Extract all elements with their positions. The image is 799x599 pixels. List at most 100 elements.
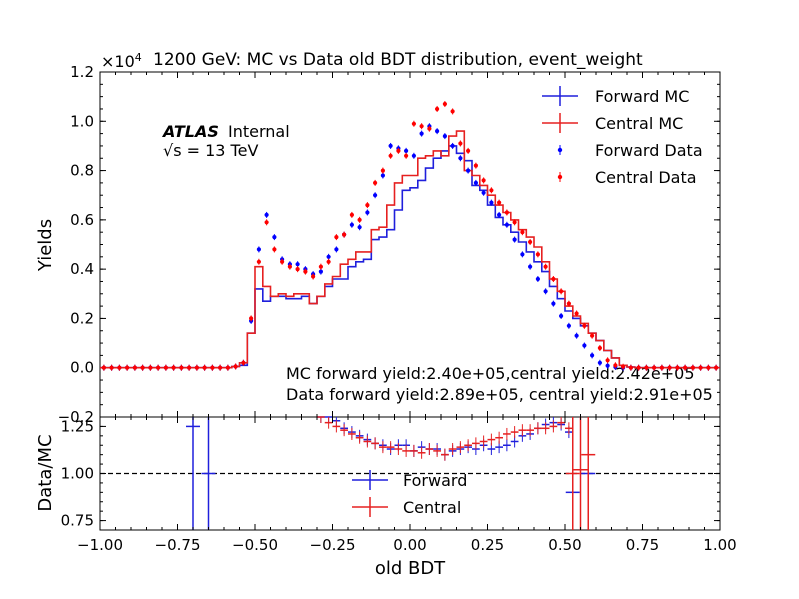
central-data-point <box>659 365 665 370</box>
forward-data-point <box>551 301 556 306</box>
central-mc-histogram <box>100 130 720 369</box>
central-data-point <box>272 247 277 252</box>
forward-data-point <box>272 235 277 240</box>
central-data-point <box>404 153 409 158</box>
main-y-tick-label: 0.4 <box>70 260 94 278</box>
central-data-point <box>535 252 541 257</box>
main-y-tick-label: 0.0 <box>70 359 94 377</box>
x-tick-label: 0.75 <box>626 536 659 554</box>
forward-data-point <box>419 131 424 136</box>
forward-data-point <box>326 254 331 259</box>
central-data-point <box>171 365 176 370</box>
x-tick-label: 1.00 <box>703 536 736 554</box>
central-data-point <box>365 203 370 208</box>
central-data-point <box>628 365 634 370</box>
central-data-point <box>349 212 354 217</box>
central-data-point <box>318 264 323 269</box>
mc-yield-annotation: MC forward yield:2.40e+05,central yield:… <box>286 364 695 383</box>
legend-central-mc: Central MC <box>595 114 683 133</box>
central-data-point <box>497 200 502 205</box>
main-plot-area <box>100 101 720 371</box>
central-data-point <box>605 358 610 363</box>
forward-data-point <box>435 129 440 134</box>
ratio-plot-area <box>100 416 720 530</box>
forward-data-point <box>411 153 416 158</box>
central-data-point <box>342 232 347 237</box>
forward-data-point <box>504 222 509 227</box>
forward-data-point <box>520 252 525 257</box>
central-data-point <box>597 345 603 351</box>
ratio-y-tick-label: 1.25 <box>61 417 94 435</box>
central-data-point <box>241 360 246 365</box>
central-data-point <box>210 365 215 370</box>
forward-data-point <box>458 156 463 161</box>
central-data-point <box>466 148 471 153</box>
ratio-y-axis-label: Data/MC <box>35 434 56 511</box>
forward-data-point <box>605 363 610 368</box>
central-data-point <box>458 141 463 146</box>
x-tick-label: 0.00 <box>393 536 426 554</box>
central-data-point <box>326 259 331 264</box>
forward-data-point <box>512 237 517 242</box>
ratio-y-tick-label: 0.75 <box>61 512 94 530</box>
central-data-point <box>450 109 455 114</box>
forward-data-point <box>566 323 572 328</box>
central-data-point <box>675 365 680 370</box>
central-data-point <box>652 365 657 370</box>
central-data-point <box>636 365 641 370</box>
x-tick-label: −1.00 <box>77 536 123 554</box>
central-data-point <box>163 365 168 370</box>
forward-data-point <box>357 225 362 230</box>
legend-forward-mc: Forward MC <box>595 87 689 106</box>
central-data-point <box>380 168 385 173</box>
main-y-tick-label: −0.2 <box>58 408 94 426</box>
central-data-point <box>442 101 447 107</box>
central-data-point <box>512 220 517 225</box>
forward-data-point <box>380 173 385 178</box>
central-data-point <box>683 365 688 370</box>
forward-data-point <box>388 143 393 148</box>
central-data-point <box>566 301 572 306</box>
central-data-point <box>473 163 478 168</box>
central-data-point <box>187 365 192 370</box>
central-data-point <box>280 259 285 264</box>
central-data-point <box>140 365 145 370</box>
x-axis-label: old BDT <box>375 558 446 579</box>
central-data-point <box>613 363 618 368</box>
central-data-point <box>357 217 362 222</box>
forward-data-point <box>373 193 378 198</box>
central-data-point <box>435 106 440 112</box>
forward-data-point <box>349 222 354 227</box>
central-data-point <box>249 316 254 321</box>
forward-data-point <box>574 333 579 338</box>
y-axis-label: Yields <box>35 219 56 272</box>
central-data-point <box>427 126 432 131</box>
central-data-point <box>411 121 416 126</box>
x-tick-label: −0.50 <box>232 536 278 554</box>
central-data-point <box>125 365 130 370</box>
data-yield-annotation: Data forward yield:2.89e+05, central yie… <box>286 385 713 404</box>
central-data-point <box>256 259 261 264</box>
central-data-point <box>504 210 509 215</box>
central-data-point <box>194 365 199 370</box>
atlas-label: ATLAS <box>161 122 219 141</box>
central-data-point <box>621 364 626 369</box>
central-data-point <box>218 365 223 370</box>
central-data-point <box>109 365 114 370</box>
central-data-point <box>582 323 587 328</box>
forward-data-point <box>528 264 533 269</box>
central-data-point <box>551 276 556 282</box>
ratio-y-tick-label: 1.00 <box>61 465 94 483</box>
chart-title: 1200 GeV: MC vs Data old BDT distributio… <box>153 50 643 70</box>
central-data-point <box>481 178 486 183</box>
central-data-point <box>132 365 137 370</box>
central-data-point <box>334 235 339 240</box>
central-data-point <box>156 365 161 370</box>
central-data-point <box>520 230 525 235</box>
forward-data-point <box>404 148 409 153</box>
axes: −0.2 0.0 0.2 0.4 0.6 0.8 1.0 1.2 −1.00 −0.75 −0.50… <box>58 63 737 554</box>
central-data-point <box>179 365 184 370</box>
central-data-point <box>644 365 649 370</box>
main-legend: Forward MC Central MC Forward Data Centr… <box>542 86 703 187</box>
central-data-point <box>706 365 711 370</box>
